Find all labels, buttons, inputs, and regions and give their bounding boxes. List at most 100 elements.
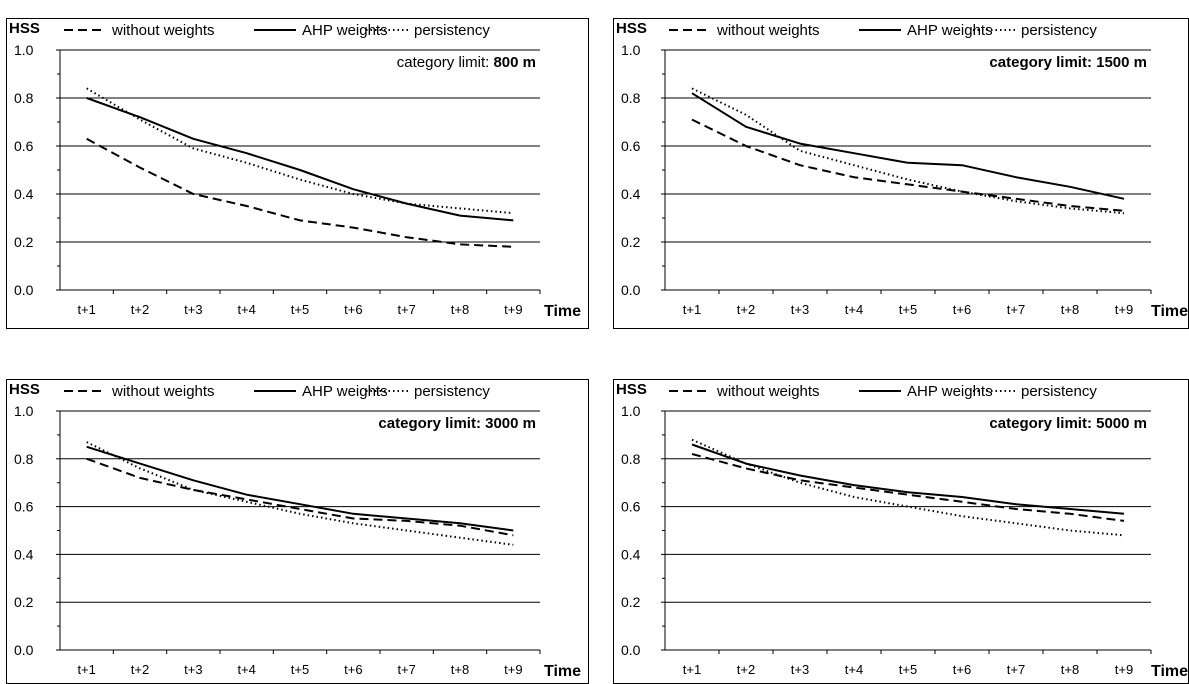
category-limit-annotation: category limit: 5000 m [989, 415, 1147, 432]
x-tick-label: t+3 [184, 302, 202, 317]
x-tick-label: t+9 [1115, 662, 1133, 677]
x-tick-label: t+1 [77, 662, 95, 677]
chart-svg-3: 0.0 0.2 0.4 0.6 0.8 1.0 t+1 t+2 t+3 t+4 t+5 t+6 t+7 t… [6, 379, 589, 684]
chart-svg-2: 0.0 0.2 0.4 0.6 0.8 1.0 t+1 t+2 t+3 t+4 t+5 t+6 t+7 t… [613, 18, 1189, 329]
y-tick-label: 0.8 [14, 90, 34, 106]
y-tick-label: 1.0 [14, 42, 34, 58]
series-line-dotted [691, 87, 1125, 215]
category-limit-prefix: category limit: [989, 54, 1096, 71]
series-line-solid [691, 92, 1125, 200]
category-limit-value: 1500 m [1096, 54, 1147, 71]
legend-label: AHP weights [907, 383, 993, 400]
legend-label: AHP weights [302, 383, 388, 400]
y-tick-label: 0.0 [14, 282, 34, 298]
x-tick-label: t+4 [237, 302, 255, 317]
x-axis-label: Time [544, 303, 581, 320]
legend-label: without weights [716, 22, 820, 39]
chart-frame [6, 18, 589, 329]
y-tick-label: 0.6 [14, 499, 34, 515]
legend-label: AHP weights [302, 22, 388, 39]
series-line-solid [86, 445, 514, 532]
x-tick-label: t+8 [451, 662, 469, 677]
x-tick-label: t+1 [77, 302, 95, 317]
x-tick-label: t+8 [1061, 302, 1079, 317]
y-tick-label: 0.6 [621, 499, 641, 515]
chart-panel-4: 0.0 0.2 0.4 0.6 0.8 1.0 t+1 t+2 t+3 t+4 t+5 t+6 t+7 t… [613, 379, 1189, 684]
y-tick-label: 1.0 [621, 42, 641, 58]
x-tick-label: t+3 [184, 662, 202, 677]
x-tick-label: t+2 [131, 662, 149, 677]
y-tick-label: 0.0 [621, 282, 641, 298]
y-axis-label: HSS [9, 381, 40, 398]
legend-label: persistency [1021, 383, 1097, 400]
x-tick-label: t+8 [451, 302, 469, 317]
series-line-dotted [86, 87, 514, 215]
y-axis-label: HSS [616, 20, 647, 37]
category-limit-value: 5000 m [1096, 415, 1147, 432]
series-line-solid [86, 97, 514, 222]
y-tick-label: 0.4 [621, 186, 641, 202]
x-axis-label: Time [1151, 663, 1188, 680]
x-tick-label: t+6 [344, 662, 362, 677]
y-tick-label: 1.0 [621, 403, 641, 419]
series-line-dashed [691, 453, 1125, 522]
legend-label: without weights [111, 383, 215, 400]
y-tick-label: 0.2 [14, 594, 34, 610]
category-limit-prefix: category limit: [378, 415, 485, 432]
x-tick-label: t+5 [899, 662, 917, 677]
legend-label: without weights [111, 22, 215, 39]
x-tick-label: t+2 [737, 302, 755, 317]
legend-label: persistency [414, 22, 490, 39]
y-tick-label: 0.2 [621, 234, 641, 250]
x-tick-label: t+2 [131, 302, 149, 317]
x-axis-label: Time [1151, 303, 1188, 320]
chart-svg-1: 0.0 0.2 0.4 0.6 0.8 1.0 t+1 t+2 t+3 t+4 t+5 t+6 t+7 t… [6, 18, 589, 329]
x-tick-label: t+7 [397, 662, 415, 677]
chart-panel-1: 0.0 0.2 0.4 0.6 0.8 1.0 t+1 t+2 t+3 t+4 t+5 t+6 t+7 t… [6, 18, 589, 329]
y-tick-label: 1.0 [14, 403, 34, 419]
x-tick-label: t+7 [1007, 662, 1025, 677]
x-tick-label: t+2 [737, 662, 755, 677]
x-tick-label: t+5 [291, 662, 309, 677]
y-tick-label: 0.0 [621, 642, 641, 658]
series-line-dotted [86, 441, 514, 546]
chart-panel-2: 0.0 0.2 0.4 0.6 0.8 1.0 t+1 t+2 t+3 t+4 t+5 t+6 t+7 t… [613, 18, 1189, 329]
category-limit-prefix: category limit: [989, 415, 1096, 432]
x-tick-label: t+9 [504, 662, 522, 677]
category-limit-value: 3000 m [485, 415, 536, 432]
category-limit-annotation: category limit: 3000 m [378, 415, 536, 432]
series-line-dashed [86, 137, 514, 248]
y-tick-label: 0.6 [14, 138, 34, 154]
x-tick-label: t+5 [291, 302, 309, 317]
y-axis-label: HSS [9, 20, 40, 37]
x-tick-label: t+1 [683, 302, 701, 317]
x-tick-label: t+6 [344, 302, 362, 317]
x-tick-label: t+4 [237, 662, 255, 677]
legend-label: persistency [1021, 22, 1097, 39]
x-tick-label: t+4 [845, 662, 863, 677]
category-limit-annotation: category limit: 1500 m [989, 54, 1147, 71]
x-tick-label: t+6 [953, 302, 971, 317]
chart-frame [613, 379, 1189, 684]
y-tick-label: 0.4 [621, 546, 641, 562]
category-limit-annotation: category limit: 800 m [397, 54, 536, 71]
x-tick-label: t+7 [397, 302, 415, 317]
y-tick-label: 0.4 [14, 186, 34, 202]
y-tick-label: 0.8 [621, 90, 641, 106]
y-tick-label: 0.6 [621, 138, 641, 154]
x-tick-label: t+4 [845, 302, 863, 317]
series-line-dashed [86, 457, 514, 537]
category-limit-prefix: category limit: [397, 54, 494, 71]
y-tick-label: 0.0 [14, 642, 34, 658]
chart-frame [6, 379, 589, 684]
legend-label: AHP weights [907, 22, 993, 39]
x-tick-label: t+6 [953, 662, 971, 677]
category-limit-value: 800 m [493, 54, 536, 71]
x-tick-label: t+3 [791, 662, 809, 677]
x-tick-label: t+3 [791, 302, 809, 317]
x-tick-label: t+5 [899, 302, 917, 317]
x-tick-label: t+9 [1115, 302, 1133, 317]
y-tick-label: 0.8 [621, 451, 641, 467]
y-tick-label: 0.4 [14, 546, 34, 562]
y-axis-label: HSS [616, 381, 647, 398]
